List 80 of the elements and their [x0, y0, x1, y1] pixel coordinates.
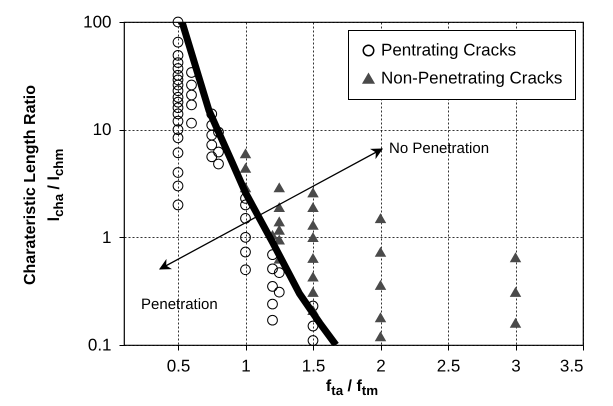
point [172, 147, 184, 158]
point [274, 225, 285, 235]
point [510, 252, 521, 262]
point [267, 263, 278, 274]
point [267, 298, 278, 310]
point [206, 130, 218, 140]
legend-label: Non-Penetrating Cracks [381, 68, 562, 88]
x-tick-label: 2.5 [436, 356, 460, 376]
x-tick-label: 0.5 [166, 356, 190, 376]
point [240, 264, 251, 276]
point [308, 188, 318, 198]
point [186, 118, 197, 128]
x-tick-label: 3 [511, 356, 521, 376]
point [172, 16, 184, 28]
point [172, 63, 184, 74]
annotation: Penetration [141, 296, 218, 313]
point [172, 167, 184, 178]
point [172, 124, 184, 136]
point [240, 148, 251, 158]
point [206, 151, 218, 162]
point [375, 214, 386, 224]
point [186, 90, 197, 100]
point [213, 158, 224, 170]
point [267, 249, 278, 260]
point [267, 314, 278, 326]
x-tick-label: 1.5 [302, 356, 326, 376]
point [308, 287, 318, 297]
x-tick-label: 1 [241, 356, 251, 376]
point [274, 182, 285, 192]
point [510, 287, 521, 297]
legend-label: Pentrating Cracks [381, 40, 516, 60]
point [240, 200, 251, 210]
point [308, 335, 318, 346]
point [274, 216, 285, 226]
point [375, 332, 386, 342]
point [206, 140, 218, 150]
point [172, 116, 184, 127]
point [375, 247, 386, 257]
point [172, 36, 184, 48]
point [186, 99, 197, 110]
point [375, 312, 386, 322]
y-tick-label: 1 [102, 228, 112, 247]
point [172, 85, 184, 96]
x-tick-label: 3.5 [560, 356, 584, 376]
x-axis-title: f$_{ta}$ / f$_{tm}$ [326, 376, 378, 400]
point [274, 286, 285, 298]
point [308, 320, 318, 332]
point [172, 57, 184, 68]
point [172, 180, 184, 192]
point [172, 70, 184, 81]
point [172, 108, 184, 120]
point [308, 220, 318, 230]
point [375, 280, 386, 290]
point [308, 232, 318, 242]
y-tick-label: 10 [92, 120, 112, 140]
point [172, 132, 184, 144]
point [308, 272, 318, 282]
point [274, 267, 285, 278]
point [240, 213, 251, 224]
annotation: No Penetration [389, 140, 490, 157]
point [274, 202, 285, 212]
point [267, 281, 278, 292]
point [172, 74, 184, 86]
point [213, 146, 224, 158]
y-tick-label: 0.1 [88, 336, 112, 354]
point [240, 246, 251, 258]
point [172, 80, 184, 90]
point [510, 318, 521, 328]
point [172, 96, 184, 108]
point [172, 200, 184, 210]
point [172, 92, 184, 103]
point [186, 80, 197, 90]
y-tick-label: 100 [83, 12, 112, 32]
point [240, 163, 251, 173]
point [240, 232, 251, 243]
x-tick-label: 2 [376, 356, 386, 376]
point [308, 253, 318, 263]
point [308, 202, 318, 212]
point [172, 50, 184, 61]
point [172, 102, 184, 114]
